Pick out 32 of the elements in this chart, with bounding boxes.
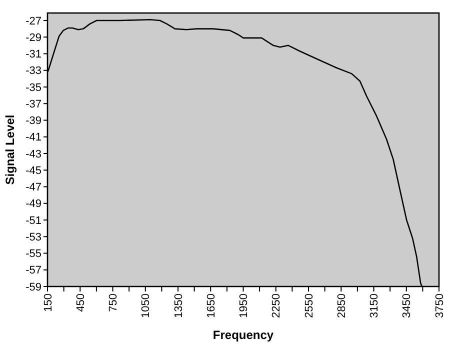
y-tick-label: -59	[26, 281, 42, 294]
y-tick-label: -37	[26, 98, 42, 110]
y-tick-label: -41	[26, 132, 42, 144]
x-tick-label: 3150	[368, 294, 381, 318]
x-tick-label: 2850	[336, 294, 348, 318]
y-tick-label: -29	[26, 32, 42, 44]
x-axis-title: Frequency	[212, 328, 274, 342]
y-axis-title: Signal Level	[3, 114, 17, 185]
x-tick-label: 1050	[140, 294, 152, 318]
x-tick-label: 1350	[172, 294, 185, 318]
x-tick-label: 750	[108, 294, 120, 312]
x-tick-label: 3750	[434, 294, 446, 318]
y-tick-label: -47	[26, 182, 42, 194]
y-tick-label: -27	[26, 15, 42, 28]
x-tick-label: 150	[42, 294, 54, 312]
x-tick-label: 2250	[270, 294, 283, 318]
x-tick-label: 450	[74, 294, 87, 312]
y-tick-label: -51	[26, 214, 42, 227]
x-tick-label: 1650	[205, 294, 218, 318]
y-tick-label: -53	[26, 231, 42, 244]
x-tick-label: 3450	[401, 294, 414, 318]
x-tick-label: 2550	[303, 294, 316, 318]
y-tick-label: -55	[26, 248, 42, 260]
y-tick-label: -57	[26, 264, 42, 277]
y-tick-label: -43	[26, 148, 42, 160]
y-tick-label: -39	[26, 115, 42, 128]
y-tick-label: -33	[26, 65, 42, 78]
y-tick-label: -31	[26, 48, 42, 61]
y-tick-label: -35	[26, 82, 42, 94]
y-tick-label: -45	[26, 164, 42, 177]
y-tick-label: -49	[26, 198, 42, 210]
x-tick-label: 1950	[238, 294, 250, 318]
